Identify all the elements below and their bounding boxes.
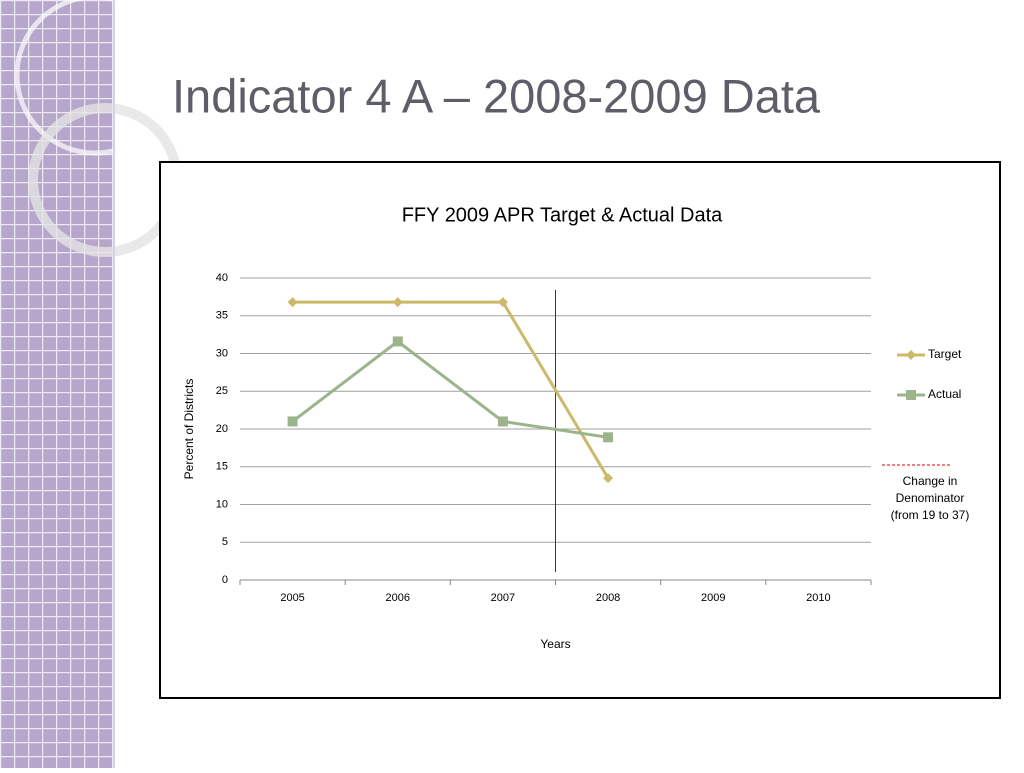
y-tick-label: 30 [216, 347, 228, 359]
y-tick-label: 15 [216, 461, 228, 473]
y-tick-label: 0 [222, 574, 228, 586]
slide-title: Indicator 4 A – 2008-2009 Data [172, 69, 821, 122]
point [603, 432, 614, 443]
legend-marker [906, 390, 916, 400]
point [392, 297, 403, 308]
y-tick-label: 20 [216, 423, 228, 435]
x-tick-label: 2005 [280, 592, 304, 604]
chart-title: FFY 2009 APR Target & Actual Data [402, 204, 723, 226]
point [603, 473, 614, 484]
sidebar-edge [113, 0, 115, 768]
point [392, 336, 403, 347]
y-tick-label: 40 [216, 272, 228, 284]
y-tick-label: 10 [216, 498, 228, 510]
x-tick-label: 2006 [386, 592, 410, 604]
annotation: Change in [903, 474, 958, 488]
legend-label: Target [928, 347, 962, 361]
x-tick-label: 2008 [596, 592, 620, 604]
x-tick-label: 2007 [491, 592, 515, 604]
sidebar [0, 0, 113, 768]
y-tick-label: 25 [216, 385, 228, 397]
x-tick-label: 2010 [806, 592, 830, 604]
plot: 0 5 10 15 20 25 30 35 40 2005 2006 2007 2008 2009 2010… [182, 272, 969, 651]
y-tick-label: 35 [216, 310, 228, 322]
series-line [292, 300, 610, 479]
y-tick-label: 5 [222, 536, 228, 548]
annotation: (from 19 to 37) [891, 508, 970, 522]
point [497, 416, 508, 427]
point [287, 297, 298, 308]
point [287, 416, 298, 427]
legend-marker [906, 350, 916, 360]
x-tick-label: 2009 [701, 592, 725, 604]
y-axis-label: Percent of Districts [182, 379, 196, 480]
decor-circle [14, 0, 176, 156]
annotation: Denominator [896, 491, 965, 505]
point [497, 297, 508, 308]
x-axis-label: Years [540, 637, 570, 651]
legend-label: Actual [928, 387, 961, 401]
series-line [291, 339, 609, 439]
